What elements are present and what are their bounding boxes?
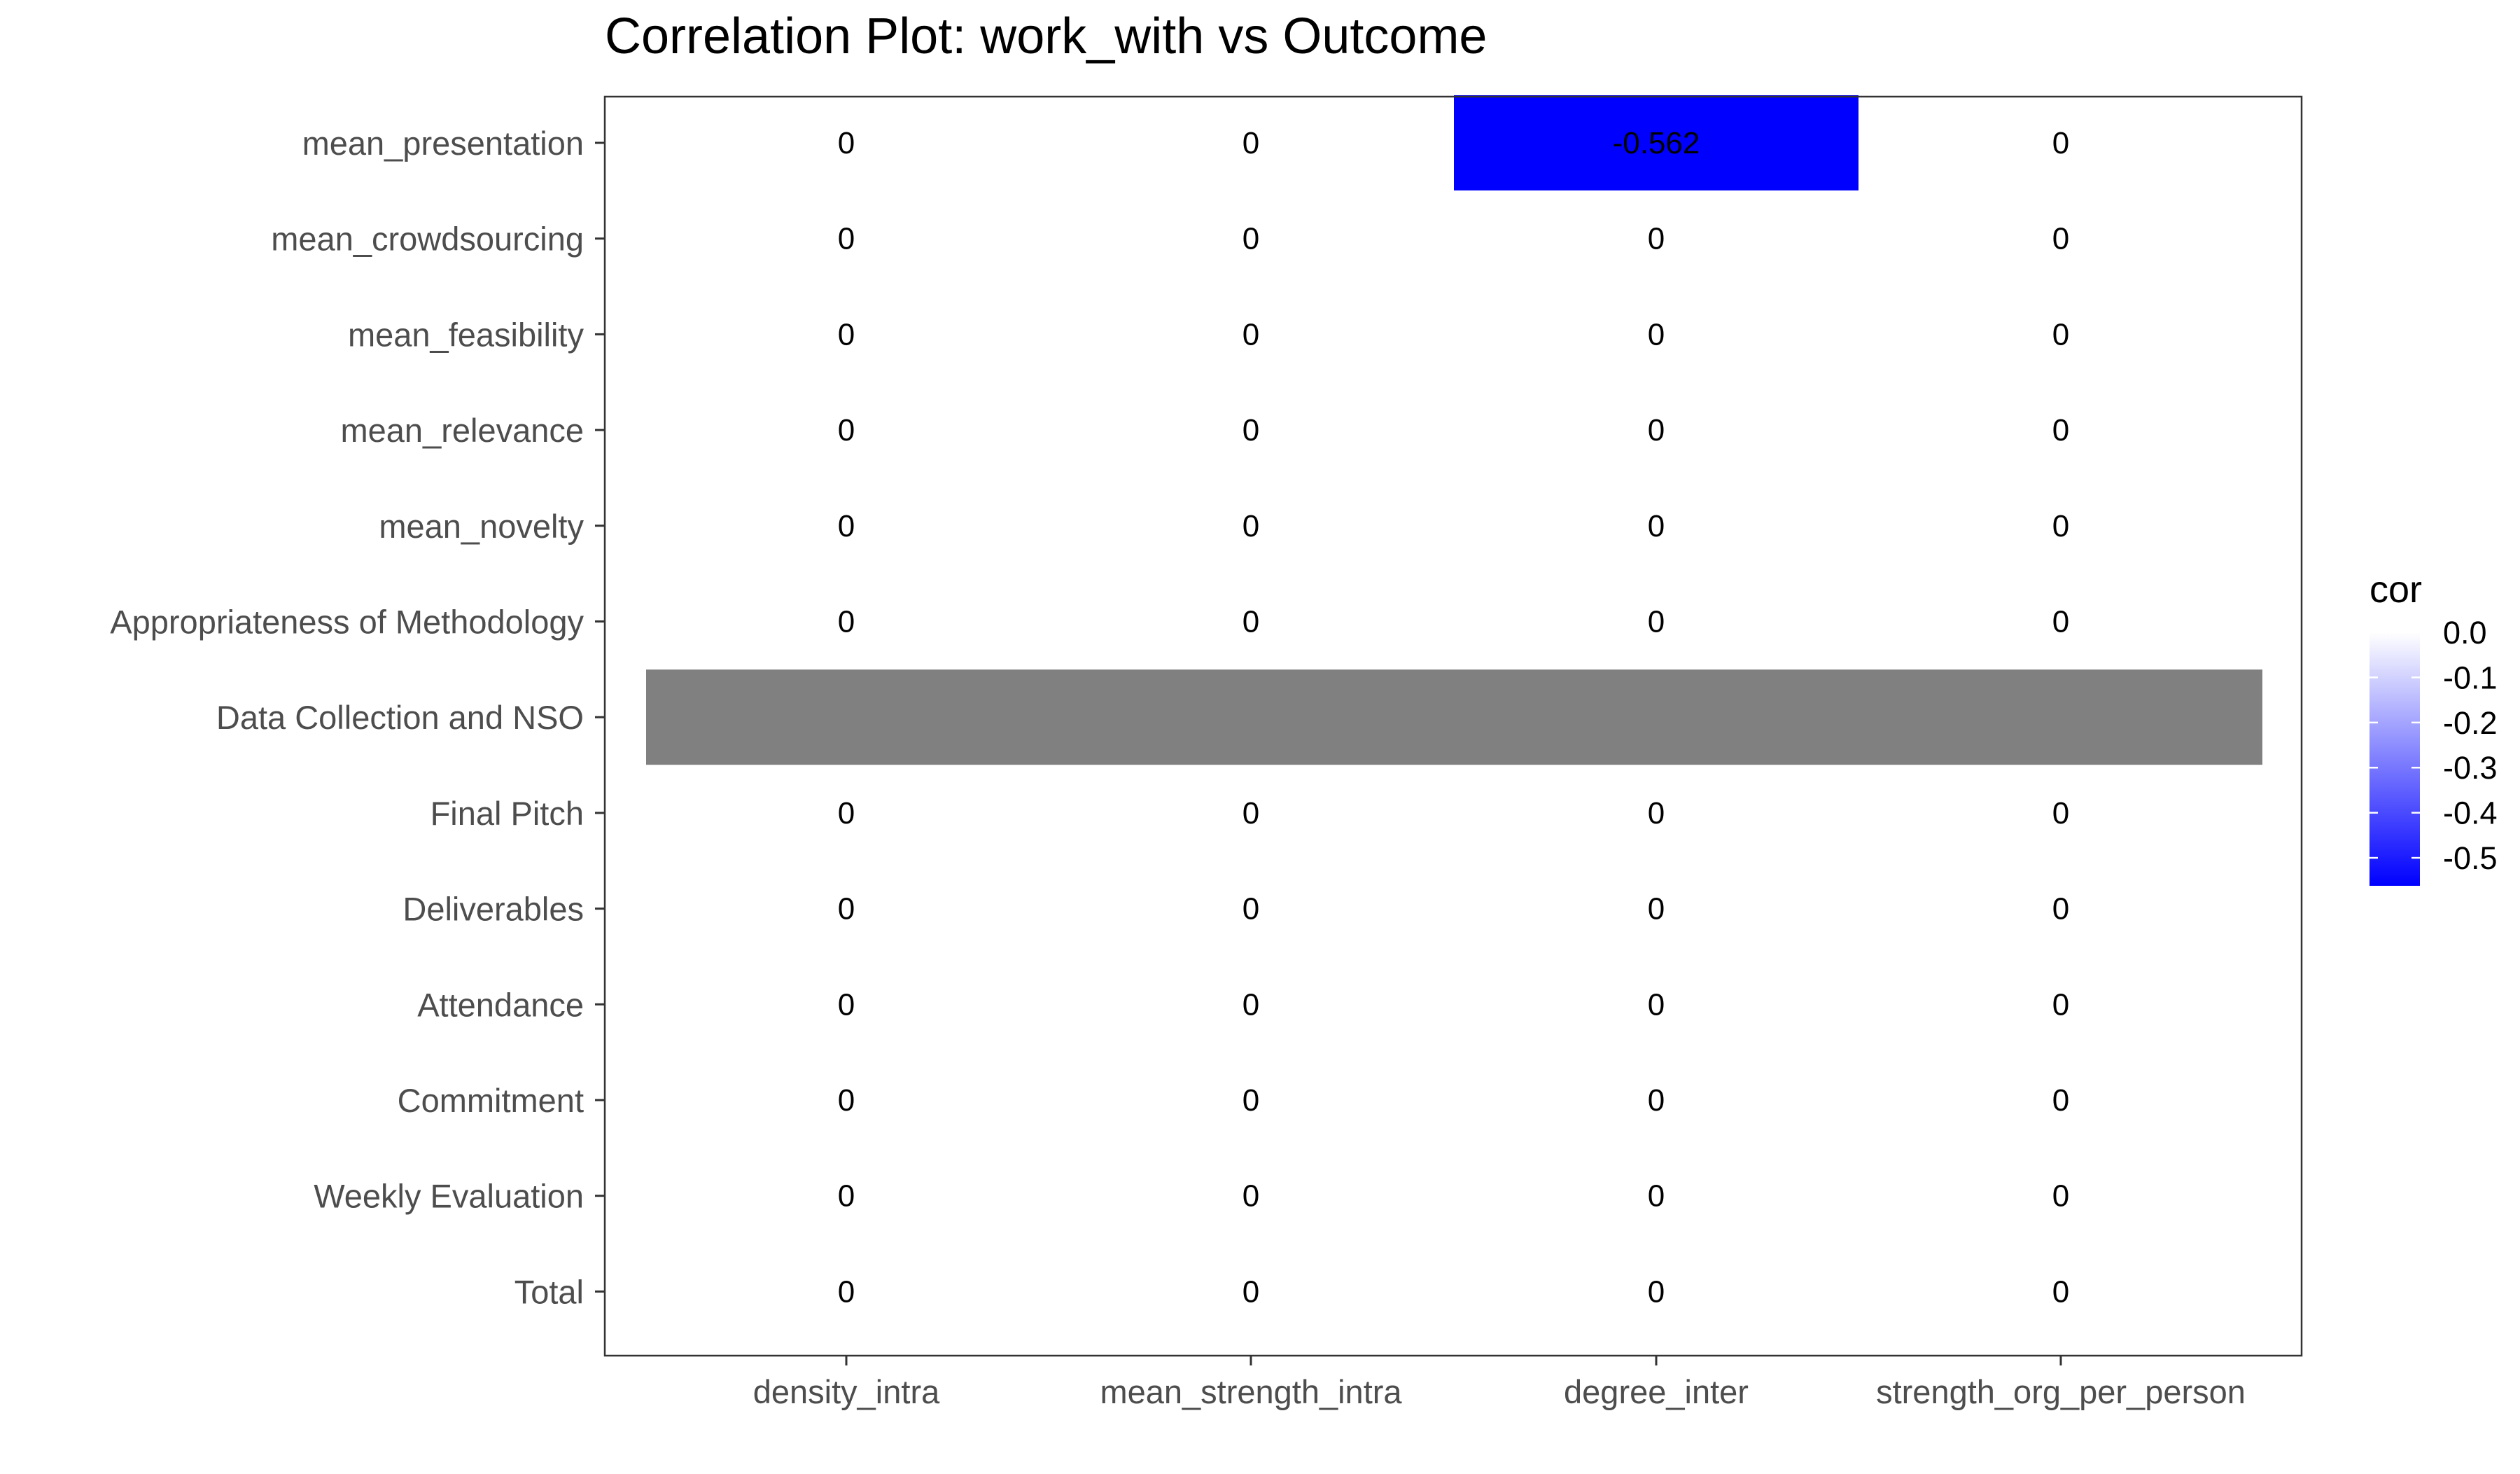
y-tick-label: Data Collection and NSO [216,699,584,736]
heatmap-cell [1454,95,1858,190]
cell-value-label: 0 [2052,987,2069,1022]
cell-value-label: 0 [1648,892,1665,926]
cell-value-label: 0 [2052,413,2069,447]
cell-value-label: 0 [2052,126,2069,160]
y-tick-label: Final Pitch [430,795,584,832]
cell-value-label: 0 [838,1274,855,1309]
cell-value-label: 0 [2052,222,2069,256]
cell-value-label: 0 [1242,509,1259,543]
plot-panel-border [603,95,2303,1357]
cell-value-label: 0 [2052,892,2069,926]
heatmap-cells [646,95,2262,765]
y-axis: mean_presentation mean_crowdsourcing mean_… [110,125,605,1310]
cell-value-label: 0 [2052,1179,2069,1214]
heatmap-cell-labels: 0 0 -0.562 0 0 0 0 0 0 0 0 0 0 0 0 0 0 0 0 0 0 0 0 0 0 0 0 0 0 0 0 0 0 0 0… [838,126,2069,1309]
y-tick-label: Weekly Evaluation [314,1178,584,1215]
cell-value-label: 0 [1242,605,1259,639]
cell-value-label: 0 [2052,1274,2069,1309]
cell-value-label: 0 [838,1179,855,1214]
y-tick-label: Commitment [398,1082,584,1119]
cell-value-label: 0 [1648,413,1665,447]
cell-value-label: 0 [1648,1179,1665,1214]
cell-value-label: 0 [1648,509,1665,543]
cell-value-label: 0 [1242,1179,1259,1214]
cell-value-label: 0 [2052,509,2069,543]
y-tick-label: Appropriateness of Methodology [110,604,584,641]
legend-tick-label: -0.1 [2443,660,2498,695]
cell-value-label: 0 [1648,317,1665,352]
cell-value-label: 0 [1242,987,1259,1022]
cell-value-label: 0 [1242,1274,1259,1309]
legend-tick-label: -0.2 [2443,705,2498,741]
legend-ticks: 0.0 -0.1 -0.2 -0.3 -0.4 -0.5 [2370,615,2498,876]
cell-value-label: 0 [2052,317,2069,352]
cell-value-label: 0 [1648,222,1665,256]
y-tick-label: mean_presentation [302,125,584,162]
cell-value-label: 0 [2052,605,2069,639]
cell-value-label: 0 [1242,317,1259,352]
legend-tick-label: 0.0 [2443,615,2487,651]
x-tick-label: degree_inter [1564,1373,1749,1410]
cell-value-label: 0 [838,892,855,926]
cell-value-label: 0 [1648,987,1665,1022]
legend-tick-label: -0.5 [2443,840,2498,876]
cell-value-label: 0 [838,509,855,543]
y-tick-label: mean_crowdsourcing [271,221,584,258]
y-tick-label: mean_novelty [379,508,584,545]
cell-value-label: 0 [1242,222,1259,256]
cell-value-label: -0.562 [1613,126,1700,160]
cell-value-label: 0 [2052,796,2069,830]
cell-value-label: 0 [1648,1083,1665,1118]
y-tick-label: Attendance [417,986,584,1023]
y-tick-label: Total [514,1273,584,1310]
cell-value-label: 0 [1242,892,1259,926]
y-tick-label: Deliverables [402,891,584,928]
y-tick-label: mean_relevance [341,412,584,449]
cell-value-label: 0 [838,987,855,1022]
cell-value-label: 0 [2052,1083,2069,1118]
cell-value-label: 0 [838,796,855,830]
color-legend: cor 0.0 -0.1 -0.2 -0.3 -0.4 -0.5 [2370,569,2498,886]
cell-value-label: 0 [838,413,855,447]
cell-value-label: 0 [1242,796,1259,830]
legend-tick-label: -0.4 [2443,795,2498,831]
legend-tick-label: -0.3 [2443,750,2498,786]
x-tick-label: strength_org_per_person [1876,1373,2246,1410]
chart-title: Correlation Plot: work_with vs Outcome [605,8,1487,64]
x-axis: density_intra mean_strength_intra degree_i… [753,1356,2246,1410]
cell-value-label: 0 [1648,1274,1665,1309]
cell-value-label: 0 [838,1083,855,1118]
cell-value-label: 0 [838,222,855,256]
na-row-band [646,669,2262,765]
cell-value-label: 0 [838,126,855,160]
cell-value-label: 0 [1242,413,1259,447]
y-tick-label: mean_feasibility [348,316,584,353]
cell-value-label: 0 [1242,1083,1259,1118]
cell-value-label: 0 [1648,605,1665,639]
cell-value-label: 0 [838,605,855,639]
cell-value-label: 0 [1242,126,1259,160]
cell-value-label: 0 [1648,796,1665,830]
x-tick-label: density_intra [753,1373,940,1410]
cell-value-label: 0 [838,317,855,352]
legend-colorbar [2370,632,2420,886]
legend-title: cor [2370,569,2422,611]
x-tick-label: mean_strength_intra [1100,1373,1402,1410]
